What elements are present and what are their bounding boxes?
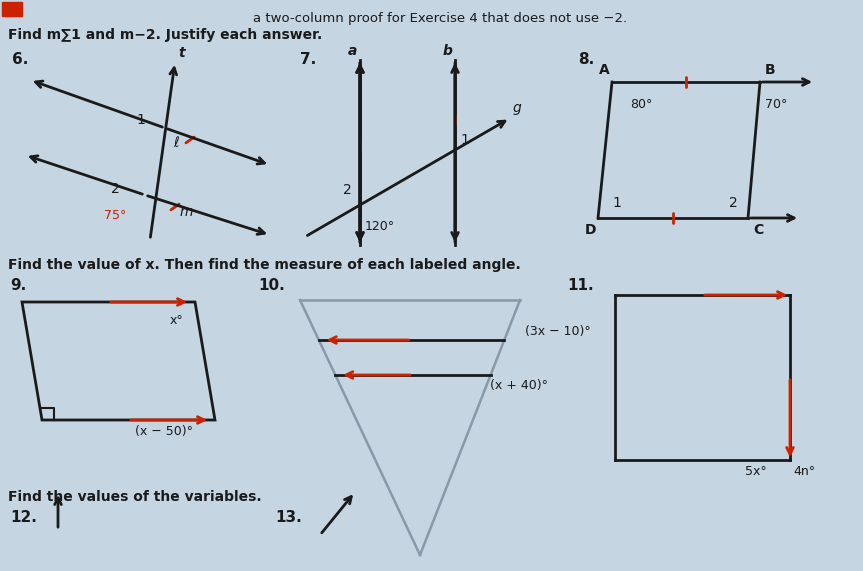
Text: 11.: 11. xyxy=(567,278,594,293)
Text: a two-column proof for Exercise 4 that does not use −2.: a two-column proof for Exercise 4 that d… xyxy=(253,12,627,25)
Text: 120°: 120° xyxy=(365,220,395,233)
Text: 5x°: 5x° xyxy=(745,465,766,478)
Text: m: m xyxy=(180,205,193,219)
Text: C: C xyxy=(753,223,763,237)
Text: (x − 50)°: (x − 50)° xyxy=(135,425,193,438)
Text: 1: 1 xyxy=(136,113,145,127)
Text: 4n°: 4n° xyxy=(793,465,816,478)
Text: A: A xyxy=(599,63,610,77)
Text: 8.: 8. xyxy=(578,52,595,67)
Text: 7.: 7. xyxy=(300,52,316,67)
Text: 12.: 12. xyxy=(10,510,37,525)
Bar xyxy=(2,2,22,16)
Text: x°: x° xyxy=(170,314,184,327)
Text: 1: 1 xyxy=(612,196,620,210)
Text: 6.: 6. xyxy=(12,52,28,67)
Text: 2: 2 xyxy=(343,183,352,197)
Text: ℓ: ℓ xyxy=(173,136,179,150)
Text: D: D xyxy=(584,223,596,237)
Text: b: b xyxy=(442,44,452,58)
Text: t: t xyxy=(178,46,185,60)
Text: Find the values of the variables.: Find the values of the variables. xyxy=(8,490,261,504)
Text: 1: 1 xyxy=(460,133,469,147)
Text: 70°: 70° xyxy=(765,98,787,111)
Text: 13.: 13. xyxy=(275,510,302,525)
Text: Find the value of x. Then find the measure of each labeled angle.: Find the value of x. Then find the measu… xyxy=(8,258,520,272)
Text: Find m∑1 and m−2. Justify each answer.: Find m∑1 and m−2. Justify each answer. xyxy=(8,28,322,42)
Text: 9.: 9. xyxy=(10,278,26,293)
Text: B: B xyxy=(765,63,776,77)
Text: (3x − 10)°: (3x − 10)° xyxy=(525,325,591,338)
Text: 75°: 75° xyxy=(104,209,126,222)
Text: 10.: 10. xyxy=(258,278,285,293)
Text: 80°: 80° xyxy=(630,98,652,111)
Text: 2: 2 xyxy=(111,182,120,196)
Text: g: g xyxy=(513,101,522,115)
Text: a: a xyxy=(348,44,357,58)
Text: 2: 2 xyxy=(729,196,738,210)
Text: (x + 40)°: (x + 40)° xyxy=(490,379,548,392)
